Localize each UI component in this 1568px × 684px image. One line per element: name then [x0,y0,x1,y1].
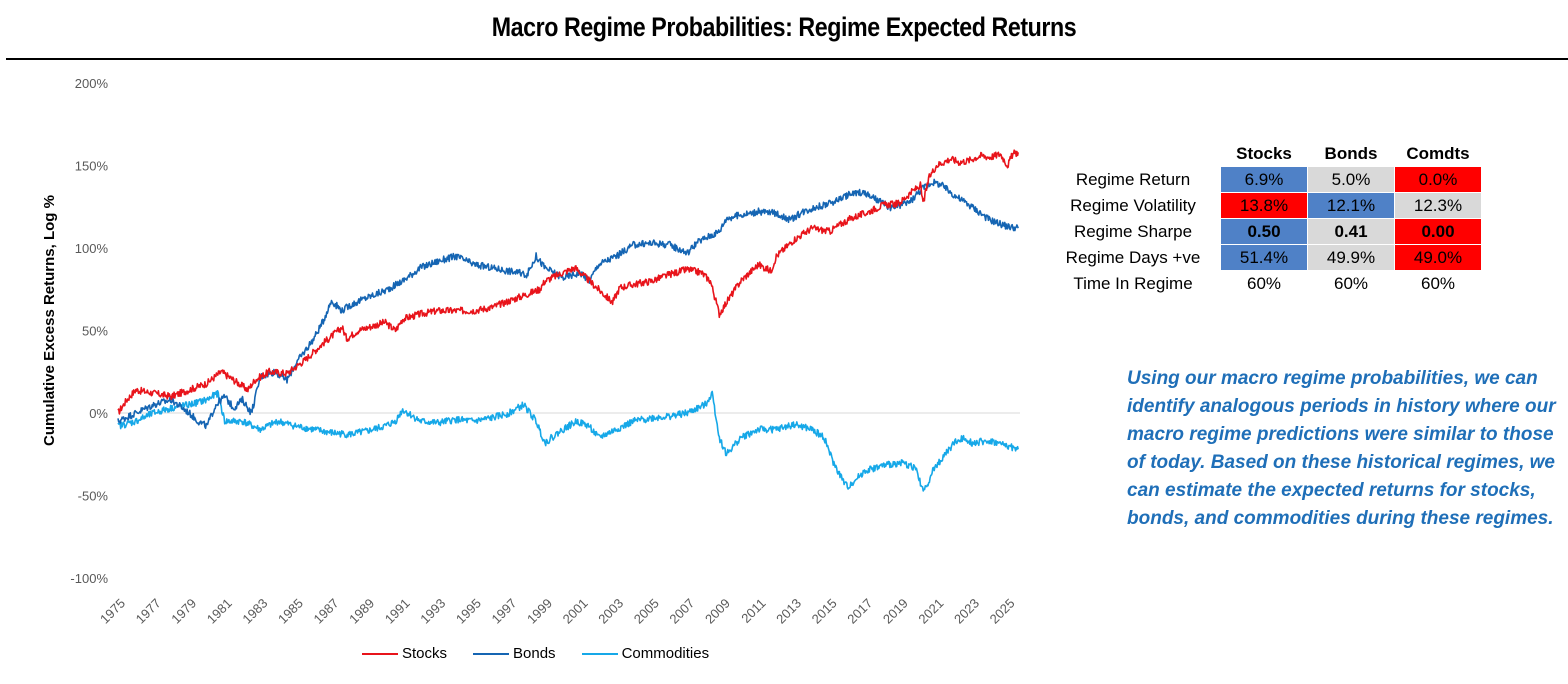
row-label: Regime Return [1075,169,1191,189]
y-tick-label: 0% [89,406,108,421]
table-cell: 13.8% [1220,192,1308,219]
table-cell: 51.4% [1220,244,1308,271]
legend-label-stocks: Stocks [402,645,448,662]
x-tick-label: 2021 [915,596,946,627]
y-tick-label: 150% [75,159,109,174]
x-tick-label: 2017 [844,596,875,627]
legend-label-bonds: Bonds [513,645,556,662]
legend-swatch-commodities [581,652,618,655]
table-row: Regime Volatility 13.8% 12.1% 12.3% [1046,192,1482,219]
table-cell: 0.50 [1220,218,1308,245]
x-tick-label: 1989 [346,596,377,627]
commentary-text: Using our macro regime probabilities, we… [1127,368,1556,529]
table-cell: 0.00 [1394,218,1482,245]
table-row: Regime Return 6.9% 5.0% 0.0% [1046,166,1482,193]
line-chart: -100%-50%0%50%100%150%200% 1975 1977 1979 1… [41,76,1020,627]
row-label: Regime Days +ve [1065,247,1201,267]
x-tick-label: 2015 [809,596,840,627]
x-tick-label: 1987 [311,596,342,627]
y-tick-label: -50% [78,489,109,504]
x-tick-label: 2003 [595,596,626,627]
x-tick-label: 2011 [738,596,768,626]
row-label: Regime Volatility [1070,195,1196,215]
table-row: Time In Regime 60% 60% 60% [1046,270,1482,297]
y-axis-title: Cumulative Excess Returns, Log % [41,195,58,446]
table-cell: 0.0% [1394,166,1482,193]
table-cell: 60% [1394,270,1482,297]
row-label: Time In Regime [1073,273,1193,293]
table-cell: 60% [1220,270,1308,297]
table-cell: 0.41 [1307,218,1395,245]
table-cell: 5.0% [1307,166,1395,193]
table-cell: 49.0% [1394,244,1482,271]
x-tick-label: 2023 [951,596,982,627]
col-header-stocks: Stocks [1220,140,1308,167]
x-tick-label: 2009 [702,596,733,627]
x-tick-label: 1995 [453,596,484,627]
regime-stats-table: Stocks Bonds Comdts Regime Return 6.9% 5.0… [1046,140,1482,297]
x-tick-label: 1977 [133,596,164,627]
table-cell: 12.1% [1307,192,1395,219]
title-divider [6,58,1568,60]
table-cell: 12.3% [1394,192,1482,219]
x-tick-label: 1981 [204,596,235,627]
series-line-commodities [117,390,1019,492]
y-tick-label: 100% [75,241,109,256]
x-tick-label: 1975 [97,596,128,627]
table-cell: 6.9% [1220,166,1308,193]
series-line-bonds [117,178,1019,430]
series-line-stocks [117,149,1019,415]
table-row: Regime Sharpe 0.50 0.41 0.00 [1046,218,1482,245]
row-label: Regime Sharpe [1073,221,1193,241]
y-axis-labels: -100% -50% 0% 50% 100% 150% 200% [70,76,108,586]
x-tick-label: 2013 [773,596,804,627]
legend-swatch-stocks [362,652,398,655]
legend-item-stocks: Stocks [362,645,447,662]
legend-item-commodities: Commodities [581,645,710,662]
x-tick-label: 2019 [880,596,911,627]
x-tick-label: 2025 [987,596,1018,627]
x-tick-label: 1999 [524,596,555,627]
y-tick-label: 200% [75,76,109,91]
x-tick-label: 2005 [631,596,662,627]
table-row: Regime Days +ve 51.4% 49.9% 49.0% [1046,244,1482,271]
y-tick-label: 50% [82,324,108,339]
col-header-comdts: Comdts [1394,140,1482,167]
x-axis: 1975 1977 1979 1981 1983 1985 1987 1989 1991 1993… [97,596,1018,627]
x-tick-label: 1997 [488,596,519,627]
table-cell: 60% [1307,270,1395,297]
chart-legend: Stocks Bonds Commodities [362,645,735,662]
page-title: Macro Regime Probabilities: Regime Expec… [491,12,1077,42]
table-cell: 49.9% [1307,244,1395,271]
col-header-bonds: Bonds [1307,140,1395,167]
x-tick-label: 1985 [275,596,306,627]
legend-label-commodities: Commodities [621,645,710,662]
y-tick-label: -100% [70,571,108,586]
legend-item-bonds: Bonds [473,645,556,662]
x-tick-label: 1993 [417,596,448,627]
x-tick-label: 2007 [666,596,697,627]
x-tick-label: 2001 [560,596,591,627]
legend-swatch-bonds [473,652,510,655]
series-lines [117,149,1019,492]
x-tick-label: 1983 [239,596,270,627]
x-tick-label: 1979 [168,596,199,627]
table-header-row: Stocks Bonds Comdts [1046,140,1482,167]
x-tick-label: 1991 [382,596,413,627]
